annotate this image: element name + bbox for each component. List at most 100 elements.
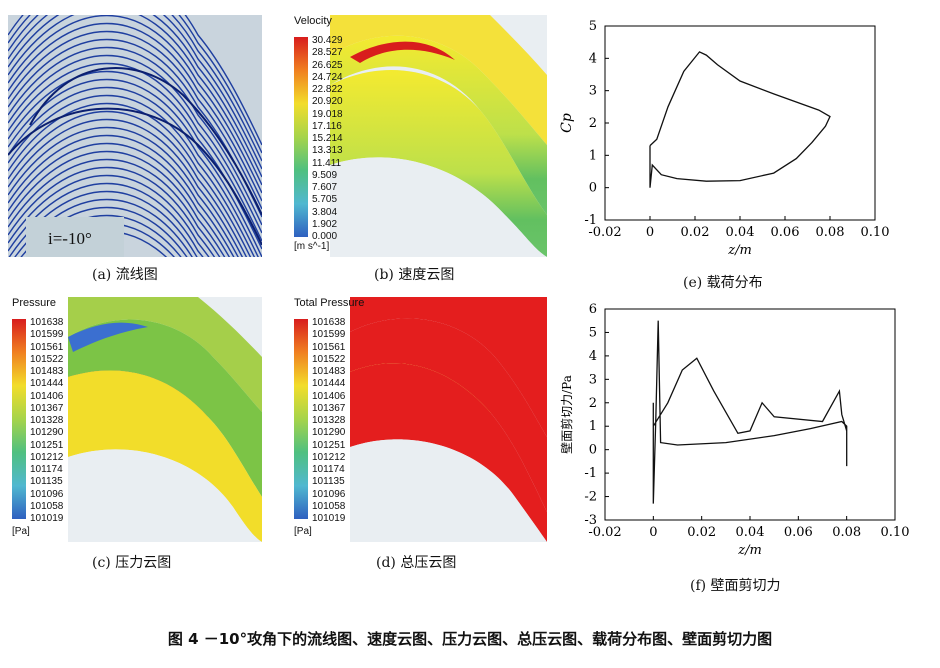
colorbar-level-label: 101483 [312,366,346,377]
colorbar-level-label: 101406 [30,390,64,402]
streamline [8,190,198,257]
colorbar-level-label: 9.509 [312,169,338,181]
streamline-plot: i=-10° [8,15,262,257]
colorbar-level-label: 101328 [312,415,346,426]
streamline [8,78,262,257]
colorbar-level-label: 101367 [312,402,346,414]
streamline [8,134,235,257]
y-tick-label: 1 [589,419,597,434]
streamline [8,94,256,257]
caption-e: (e) 载荷分布 [683,275,763,291]
colorbar-level-label: 101290 [30,427,64,439]
colorbar-level-label: 101599 [312,329,346,341]
y-tick-label: -1 [584,466,597,481]
x-tick-label: 0 [649,525,657,540]
colorbar-level-label: 101638 [312,317,346,328]
colorbar-level-label: 3.804 [312,206,338,218]
y-tick-label: 4 [589,349,597,364]
streamline [8,30,262,210]
y-axis-label: 壁面剪切力/Pa [559,375,574,454]
colorbar-level-label: 101096 [30,488,64,500]
velocity-contour: Velocity [m s^-1] 30.429 28.527 26.625 24.7… [290,15,547,257]
plot-frame [604,25,876,221]
colorbar-level-label: 24.724 [312,71,343,83]
colorbar-level-label: 101328 [30,415,64,426]
x-tick-label: 0 [646,225,654,240]
wall-shear-chart: -0.02 0 0.02 0.04 0.06 0.08 0.10 -3 -2 -1 0 1 2 3 4 5 6 z… [559,302,909,558]
colorbar-level-label: 101174 [30,464,63,475]
streamline [8,15,262,162]
streamline [8,158,221,257]
x-tick-label: 0.02 [687,525,716,540]
total-pressure-colorbar [294,319,308,519]
colorbar-level-label: 1.902 [312,218,338,230]
x-tick-label: 0.06 [771,225,800,240]
pressure-colorbar [12,319,26,519]
x-tick-label: 0.06 [784,525,813,540]
y-tick-label: -2 [584,490,597,505]
colorbar-level-label: 17.116 [312,120,342,132]
streamline [8,15,262,194]
y-tick-label: 3 [589,84,597,99]
velocity-colorbar [294,37,308,237]
colorbar-level-label: 101212 [30,451,64,463]
y-tick-label: 5 [589,325,597,340]
pressure-title: Pressure [12,297,57,309]
caption-d: (d) 总压云图 [376,555,457,571]
x-axis-label: z/m [727,243,752,258]
streamline [8,46,262,226]
colorbar-level-label: 101135 [312,476,345,488]
y-tick-label: 0 [589,443,597,458]
streamline [8,15,262,186]
streamline [8,86,259,257]
incidence-label-box [26,217,124,257]
colorbar-level-label: 101444 [30,378,64,390]
y-tick-label: 4 [589,51,597,66]
streamline [8,22,262,202]
colorbar-level-label: 101483 [30,366,64,377]
y-tick-label: -1 [584,213,597,228]
streamline [14,198,193,257]
figure-caption: 图 4 －10°攻角下的流线图、速度云图、压力云图、总压云图、载荷分布图、壁面剪… [167,630,773,648]
colorbar-level-label: 22.822 [312,84,343,95]
colorbar-level-label: 101019 [312,513,346,524]
streamline [8,15,262,178]
streamline [8,15,262,154]
streamline [8,62,262,242]
colorbar-level-label: 11.411 [312,157,342,169]
pressure-unit: [Pa] [12,526,30,537]
colorbar-level-label: 101561 [30,341,64,353]
y-tick-label: 0 [589,181,597,196]
colorbar-level-label: 101058 [312,500,346,512]
colorbar-level-label: 28.527 [312,47,343,59]
colorbar-level-label: 101135 [30,476,63,488]
plot-frame [604,308,896,521]
colorbar-level-label: 5.705 [312,194,338,206]
y-tick-label: -3 [584,513,597,528]
streamline [8,150,226,257]
x-tick-label: -0.02 [588,225,621,240]
colorbar-level-label: 101212 [312,451,346,463]
colorbar-level-label: 101638 [30,317,64,328]
y-tick-label: 6 [589,302,597,317]
velocity-unit: [m s^-1] [294,241,330,252]
streamline [8,15,262,170]
x-tick-label: 0.04 [726,225,755,240]
total-pressure-unit: [Pa] [294,526,312,537]
colorbar-level-label: 101561 [312,341,346,353]
colorbar-level-label: 101444 [312,378,346,390]
colorbar-level-label: 15.214 [312,133,343,144]
x-tick-label: 0.08 [832,525,861,540]
y-tick-label: 2 [589,396,597,411]
y-axis-label: Cp [559,113,575,133]
caption-b: (b) 速度云图 [374,267,455,283]
colorbar-level-label: 19.018 [312,108,343,120]
total-pressure-contour: Total Pressure [Pa] 101638 101599 101561 10… [290,297,547,542]
colorbar-level-label: 26.625 [312,59,343,71]
incidence-label: i=-10° [48,229,92,248]
y-tick-label: 1 [589,148,597,163]
colorbar-level-label: 101599 [30,329,64,341]
streamline [8,118,244,257]
colorbar-level-label: 13.313 [312,145,343,157]
colorbar-level-label: 101367 [30,402,64,414]
